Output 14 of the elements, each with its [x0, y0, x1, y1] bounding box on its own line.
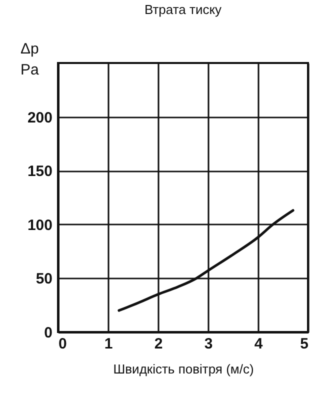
chart-title: Втрата тиску — [144, 2, 222, 17]
y-tick-label: 50 — [36, 270, 52, 288]
x-tick-label: 4 — [254, 336, 264, 352]
y-axis-title: Δp Pa — [20, 40, 40, 78]
y-tick-label: 150 — [27, 163, 52, 180]
x-tick-label: 5 — [300, 336, 308, 352]
x-tick-label: 1 — [104, 336, 113, 352]
x-tick-label: 2 — [154, 336, 163, 352]
y-tick-label: 100 — [27, 216, 52, 234]
x-tick-label: 0 — [58, 336, 67, 352]
x-axis-title: Швидкість повітря (м/с) — [113, 362, 254, 376]
x-tick-label: 3 — [204, 336, 213, 352]
y-tick-label: 0 — [44, 324, 52, 342]
y-tick-label: 200 — [27, 109, 52, 126]
